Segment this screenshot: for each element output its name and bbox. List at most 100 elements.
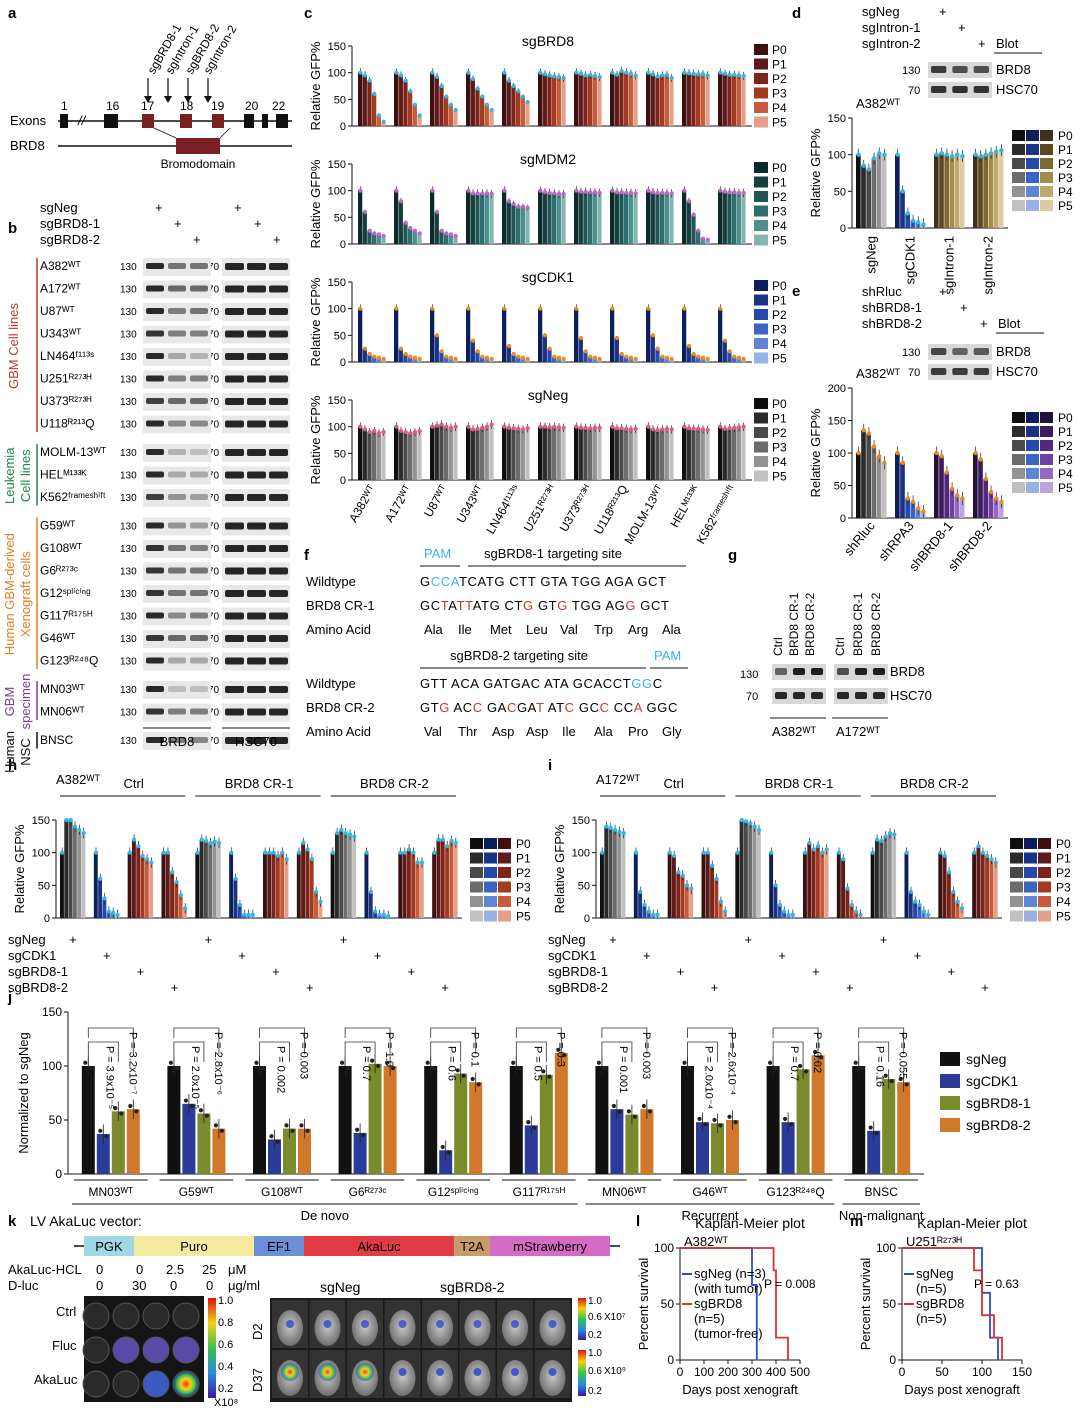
bar (913, 901, 918, 918)
data-point (686, 343, 692, 349)
data-point (718, 70, 723, 75)
signal-spot (436, 1320, 444, 1328)
bar (538, 308, 543, 362)
legend-swatch (754, 470, 768, 482)
bar (136, 846, 141, 918)
bar (267, 852, 272, 918)
bar (610, 1109, 624, 1174)
bar (516, 206, 521, 244)
group-label: Ctrl (124, 776, 144, 791)
bar (542, 335, 547, 362)
marker-70: 70 (208, 330, 220, 341)
data-point (541, 1069, 546, 1074)
y-tick-label: 50 (334, 94, 346, 106)
y-axis-label: Percent survival (636, 1258, 651, 1351)
data-point (448, 355, 454, 360)
legend-swatch (754, 398, 768, 409)
x-tick-label: 50 (935, 1365, 949, 1379)
data-point (506, 78, 512, 83)
legend-swatch (754, 87, 768, 99)
data-point (408, 89, 413, 94)
bar (408, 433, 413, 480)
bar (237, 904, 242, 918)
data-point (525, 205, 530, 210)
bar (976, 846, 981, 918)
data-point (769, 850, 774, 855)
bar (736, 75, 741, 126)
data-point (398, 850, 403, 855)
marker-130: 130 (120, 375, 137, 386)
data-point (900, 189, 905, 194)
legend-swatch (1040, 144, 1053, 155)
hsc70-band (269, 635, 288, 642)
data-point (651, 912, 656, 917)
bar (449, 840, 454, 918)
marker-130: 130 (120, 522, 137, 533)
marker-130: 130 (120, 657, 137, 668)
data-point (994, 496, 999, 501)
legend-swatch (754, 102, 768, 113)
bar (633, 852, 638, 918)
site1-title: sgBRD8-1 targeting site (484, 546, 622, 561)
p-value: P = 2.0x10⁻⁴ (703, 1046, 715, 1110)
data-point (412, 102, 418, 107)
sub-chart-title: sgBRD8 (522, 33, 574, 49)
data-point (574, 306, 579, 311)
panel-letter-k: k (8, 1213, 17, 1230)
data-point (638, 889, 643, 894)
marker-70: 70 (208, 307, 220, 318)
hsc70-band (225, 494, 244, 501)
bar (978, 156, 983, 228)
data-point (669, 75, 674, 81)
well (82, 1370, 110, 1398)
bar (195, 852, 200, 918)
svg-text:+: + (234, 200, 242, 215)
marker-130: 130 (740, 669, 758, 681)
brd8-band (146, 590, 164, 596)
bar (722, 340, 727, 362)
bar (650, 429, 655, 480)
data-point (526, 1120, 531, 1125)
bar (412, 432, 417, 480)
legend-label: P3 (1056, 881, 1071, 895)
data-point (597, 425, 602, 430)
data-point (484, 191, 490, 196)
svg-text:1.0: 1.0 (588, 1296, 602, 1307)
bar (600, 852, 604, 918)
bar (959, 156, 965, 228)
bar (362, 429, 367, 480)
legend-label: P1 (772, 294, 787, 308)
bar (552, 193, 557, 244)
data-point (439, 83, 444, 89)
data-point (517, 1066, 522, 1071)
bar (556, 357, 561, 362)
hsc70-band (225, 285, 244, 293)
bar (131, 839, 136, 918)
brd8-band (146, 545, 164, 551)
hsc70-band (269, 686, 288, 693)
brd8-band (931, 66, 947, 73)
legend-swatch (1012, 412, 1025, 423)
data-point (705, 850, 711, 855)
signal-spot (398, 1368, 407, 1376)
legend-swatch (754, 456, 768, 467)
data-point (650, 190, 656, 195)
data-point (502, 70, 507, 75)
data-point (430, 70, 435, 75)
data-point (250, 912, 255, 917)
bar (736, 192, 741, 244)
bar (619, 428, 624, 480)
bar (691, 354, 696, 362)
data-point (949, 486, 955, 491)
exon-boxes (60, 114, 288, 128)
p-value: P = 0.7 (360, 1046, 372, 1081)
bar (506, 427, 511, 480)
brd8-band (855, 668, 867, 675)
data-point (561, 75, 566, 81)
panel-e-blot (928, 344, 992, 380)
data-point (824, 847, 829, 852)
bar (650, 335, 655, 362)
data-point (552, 74, 557, 79)
